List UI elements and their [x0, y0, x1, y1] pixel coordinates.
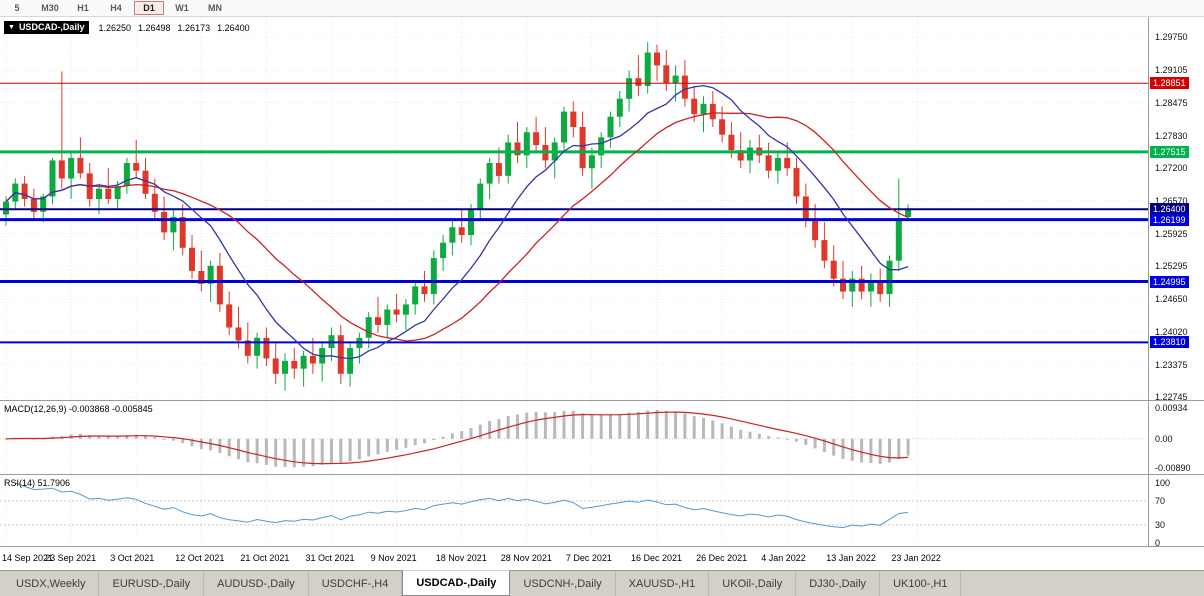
date-axis-label: 9 Nov 2021	[370, 553, 417, 563]
macd-axis-tick: 0.00934	[1155, 403, 1188, 414]
macd-axis-tick: -0.00890	[1155, 463, 1191, 474]
macd-chart	[0, 401, 1148, 474]
chart-tabs-bar: USDX,Weekly EURUSD-,Daily AUDUSD-,Daily USD…	[0, 570, 1204, 596]
date-axis-label: 13 Jan 2022	[826, 553, 876, 563]
chart-header: ▼ USDCAD-,Daily 1.26250 1.26498 1.26173 …	[4, 21, 250, 34]
price-axis: 1.29750 1.29105 1.28475 1.27830 1.27200 1.265…	[1148, 17, 1204, 403]
chart-tab-ukoil-daily[interactable]: UKOil-,Daily	[709, 571, 797, 596]
macd-axis-tick: 0.00	[1155, 433, 1173, 444]
chart-tab-uk100-h1[interactable]: UK100-,H1	[880, 571, 962, 596]
price-level-badge: 1.24995	[1150, 275, 1189, 288]
price-level-badge: 1.23810	[1150, 336, 1189, 349]
rsi-axis: 100 70 30 0	[1148, 475, 1204, 548]
chart-tab-eurusd-daily[interactable]: EURUSD-,Daily	[99, 571, 205, 596]
price-axis-tick: 1.27830	[1155, 130, 1188, 141]
rsi-axis-tick: 0	[1155, 537, 1161, 548]
ohlc-quote: 1.26250 1.26498 1.26173 1.26400	[98, 23, 249, 33]
pane-separator	[0, 546, 1204, 547]
date-axis-label: 18 Nov 2021	[435, 553, 487, 563]
price-level-badge: 1.27515	[1150, 145, 1189, 158]
quote-open: 1.26250	[98, 22, 131, 33]
date-axis-label: 3 Oct 2021	[110, 553, 155, 563]
chart-tab-usdx-weekly[interactable]: USDX,Weekly	[3, 571, 100, 596]
price-axis-tick: 1.27200	[1155, 163, 1188, 174]
price-level-badge: 1.26199	[1150, 213, 1189, 226]
timeframe-button-m30[interactable]: M30	[41, 3, 59, 13]
chart-tab-xauusd-h1[interactable]: XAUUSD-,H1	[616, 571, 710, 596]
timeframe-toolbar: 5 M30 H1 H4 D1 W1 MN	[0, 0, 1204, 17]
rsi-axis-tick: 70	[1155, 495, 1166, 506]
timeframe-button-w1[interactable]: W1	[175, 3, 189, 13]
date-axis-label: 16 Dec 2021	[631, 553, 683, 563]
price-axis-tick: 1.23375	[1155, 359, 1188, 370]
quote-close: 1.26400	[217, 22, 250, 33]
date-axis-label: 26 Dec 2021	[696, 553, 748, 563]
chart-symbol-text: USDCAD-,Daily	[18, 22, 85, 32]
quote-low: 1.26173	[177, 22, 211, 33]
price-axis-tick: 1.26570	[1155, 195, 1188, 206]
date-axis-label: 23 Sep 2021	[45, 553, 97, 563]
macd-pane[interactable]: MACD(12,26,9) -0.003868 -0.005845	[0, 401, 1148, 474]
timeframe-button-d1[interactable]: D1	[134, 1, 164, 15]
price-axis-tick: 1.22745	[1155, 392, 1188, 403]
price-axis-tick: 1.25295	[1155, 261, 1188, 272]
rsi-axis-tick: 30	[1155, 519, 1166, 530]
axis-separator	[1148, 17, 1149, 547]
timeframe-button-h4[interactable]: H4	[110, 3, 122, 13]
date-axis: 14 Sep 2021 23 Sep 2021 3 Oct 2021 12 Oct 2…	[0, 547, 1204, 570]
chart-tab-usdcnh-daily[interactable]: USDCNH-,Daily	[510, 571, 616, 596]
date-axis-label: 4 Jan 2022	[761, 553, 806, 563]
rsi-chart	[0, 475, 1148, 546]
timeframe-button-mn[interactable]: MN	[208, 3, 222, 13]
price-level-badge: 1.26400	[1150, 203, 1189, 216]
date-axis-label: 31 Oct 2021	[305, 553, 355, 563]
macd-label: MACD(12,26,9) -0.003868 -0.005845	[4, 404, 153, 414]
price-axis-tick: 1.24650	[1155, 294, 1188, 305]
candlestick-chart	[0, 17, 1148, 400]
chart-tab-dj30-daily[interactable]: DJ30-,Daily	[796, 571, 881, 596]
pane-separator[interactable]	[0, 474, 1204, 475]
chart-tab-usdchf-h4[interactable]: USDCHF-,H4	[309, 571, 403, 596]
chevron-down-icon: ▼	[8, 23, 15, 31]
date-axis-label: 23 Jan 2022	[891, 553, 941, 563]
timeframe-button-5[interactable]: 5	[14, 3, 20, 13]
date-axis-label: 21 Oct 2021	[240, 553, 290, 563]
price-axis-tick: 1.25925	[1155, 228, 1188, 239]
price-level-badge: 1.28851	[1150, 77, 1189, 90]
pane-separator[interactable]	[0, 400, 1204, 401]
timeframe-button-h1[interactable]: H1	[77, 3, 89, 13]
date-axis-label: 28 Nov 2021	[500, 553, 552, 563]
price-axis-tick: 1.29750	[1155, 32, 1188, 43]
price-axis-tick: 1.29105	[1155, 65, 1188, 76]
price-chart-pane[interactable]: ▼ USDCAD-,Daily 1.26250 1.26498 1.26173 …	[0, 17, 1148, 400]
rsi-label: RSI(14) 51.7906	[4, 478, 71, 488]
chart-symbol-chip[interactable]: ▼ USDCAD-,Daily	[4, 21, 90, 34]
date-axis-label: 12 Oct 2021	[175, 553, 225, 563]
quote-high: 1.26498	[138, 22, 171, 33]
macd-axis: 0.00934 0.00 -0.00890	[1148, 401, 1204, 474]
price-axis-tick: 1.24020	[1155, 326, 1188, 337]
date-axis-label: 7 Dec 2021	[565, 553, 612, 563]
chart-tab-usdcad-daily[interactable]: USDCAD-,Daily	[402, 570, 511, 596]
chart-tab-audusd-daily[interactable]: AUDUSD-,Daily	[204, 571, 309, 596]
rsi-axis-tick: 100	[1155, 477, 1171, 488]
rsi-pane[interactable]: RSI(14) 51.7906	[0, 475, 1148, 546]
date-axis-label: 14 Sep 2021	[2, 553, 54, 563]
price-axis-tick: 1.28475	[1155, 97, 1188, 108]
